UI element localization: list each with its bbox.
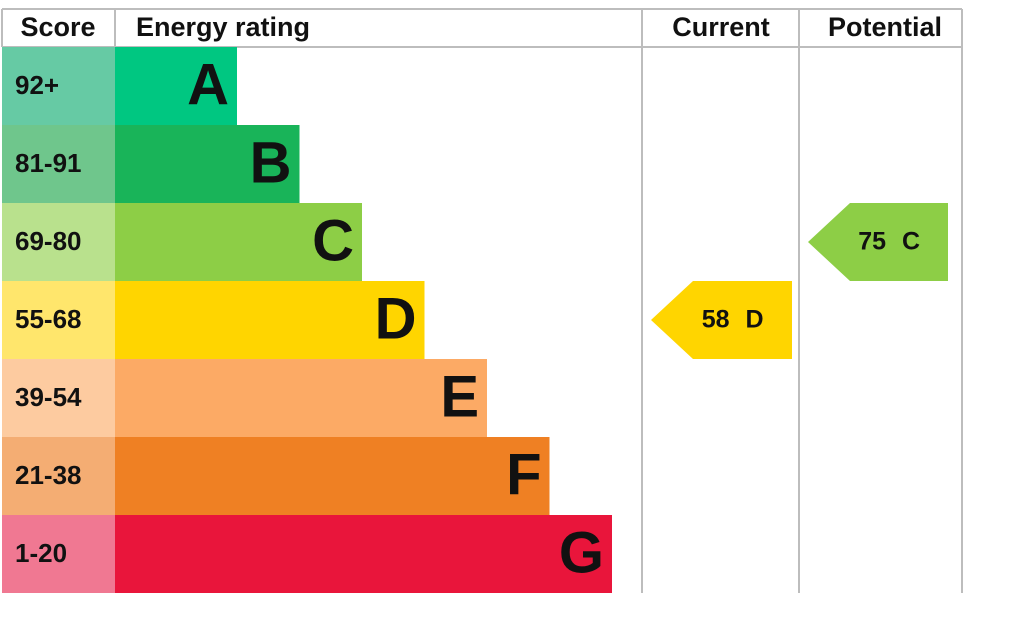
score-cell [2, 47, 115, 125]
rating-letter: F [506, 442, 541, 507]
potential-letter: C [902, 228, 920, 256]
score-cell [2, 203, 115, 281]
score-cell [2, 281, 115, 359]
score-range: 92+ [15, 70, 59, 100]
score-range: 1-20 [15, 538, 67, 568]
current-letter: D [746, 306, 764, 334]
header-current: Current [672, 12, 770, 42]
rating-letter: B [250, 130, 292, 195]
current-arrow [651, 281, 792, 359]
header-rating: Energy rating [136, 12, 310, 42]
rating-letter: G [559, 520, 604, 585]
rating-bar [115, 437, 550, 515]
potential-arrow [808, 203, 948, 281]
header-potential: Potential [828, 12, 942, 42]
rating-bar [115, 203, 362, 281]
score-cell [2, 359, 115, 437]
header-score: Score [20, 12, 95, 42]
rating-bar [115, 515, 612, 593]
score-range: 81-91 [15, 148, 82, 178]
score-cell [2, 515, 115, 593]
rating-letter: A [187, 52, 229, 117]
score-cell [2, 437, 115, 515]
potential-value: 75 [858, 228, 886, 256]
current-value: 58 [702, 306, 730, 334]
rating-bar [115, 47, 237, 125]
rating-bar [115, 359, 487, 437]
rating-bar [115, 125, 300, 203]
rating-letter: C [312, 208, 354, 273]
rating-bar [115, 281, 425, 359]
score-range: 21-38 [15, 460, 82, 490]
rating-letter: D [375, 286, 417, 351]
score-range: 55-68 [15, 304, 82, 334]
score-range: 69-80 [15, 226, 82, 256]
score-cell [2, 125, 115, 203]
score-range: 39-54 [15, 382, 82, 412]
rating-letter: E [440, 364, 479, 429]
